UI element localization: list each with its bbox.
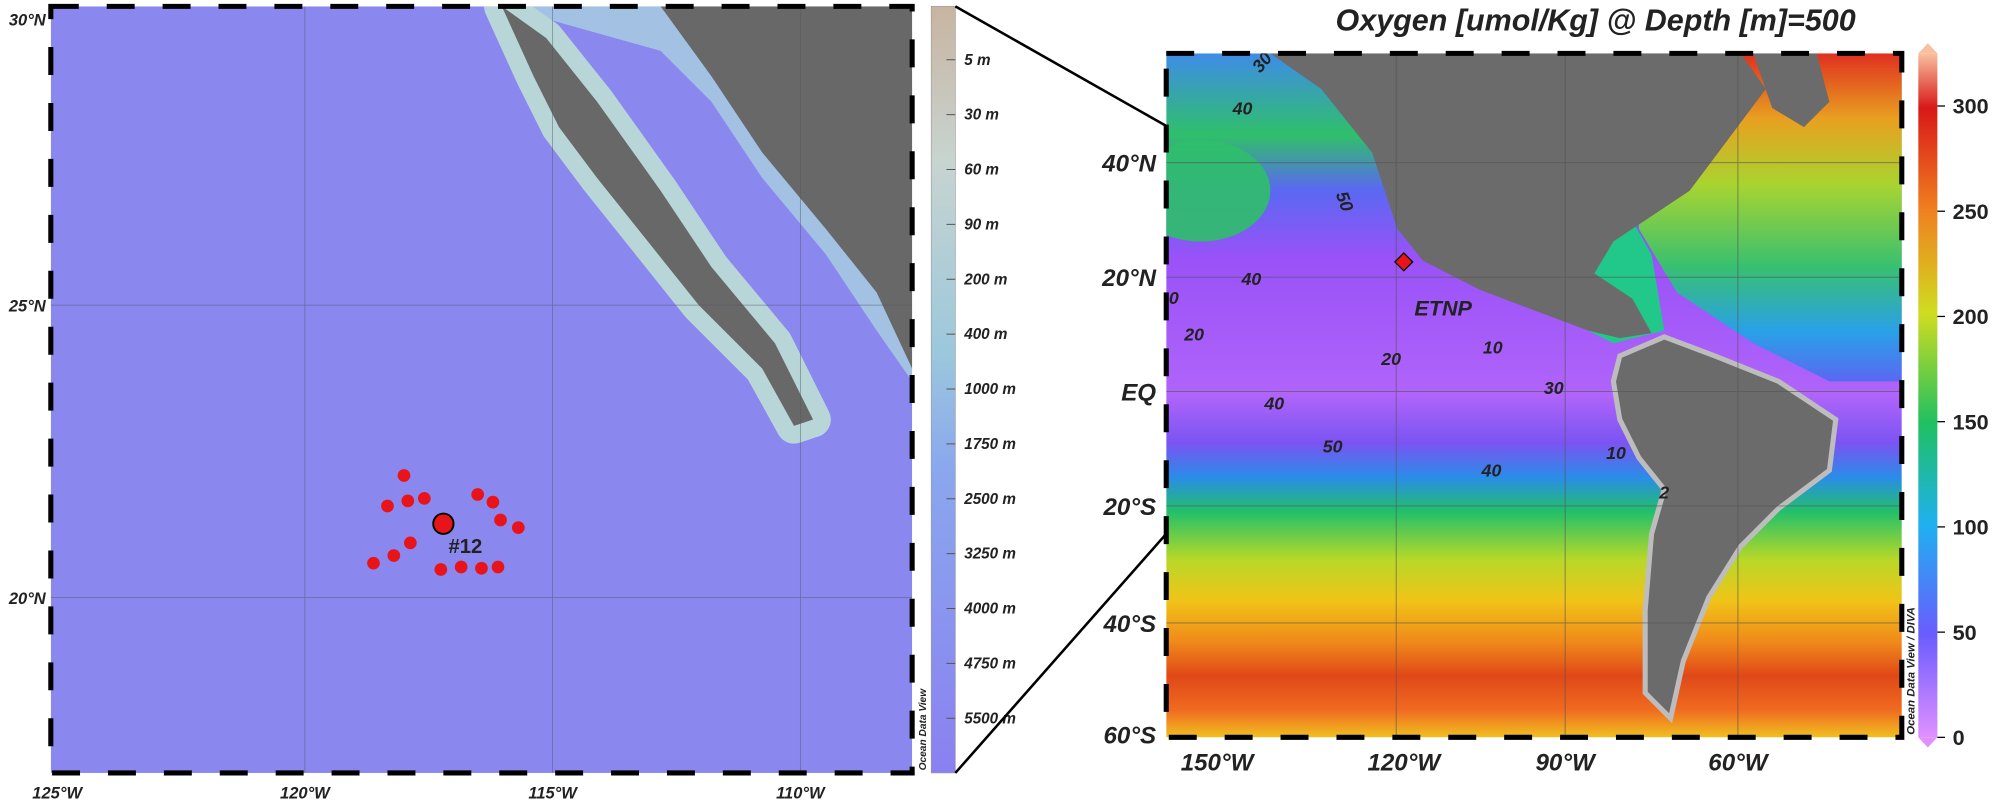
depth-label: 3250 m: [964, 546, 1016, 563]
contour-label: 0: [1169, 288, 1179, 308]
depth-labels: 5 m 30 m 60 m 90 m 200 m 400 m 1000 m 1750 m 250…: [946, 52, 1016, 727]
depth-label: 2500 m: [963, 491, 1016, 508]
baja-california: [501, 6, 814, 426]
field-patch: [1166, 139, 1271, 242]
oxygen-colorbar: [1918, 53, 1938, 738]
contour-label: 40: [1481, 461, 1502, 481]
north-america: [1270, 53, 1766, 339]
depth-label: 400 m: [963, 326, 1007, 343]
contour-label: 50: [1323, 437, 1343, 457]
depth-label: 4000 m: [963, 601, 1016, 618]
depth-label: 4750 m: [963, 655, 1016, 672]
colorbar-extend: [1918, 737, 1938, 748]
colorbar-tick-label: 50: [1953, 620, 1977, 645]
depth-label: 1750 m: [964, 436, 1016, 453]
map-frame: [1163, 50, 1905, 740]
depth-label: 5500 m: [964, 710, 1016, 727]
lat-label: 60°S: [1104, 723, 1157, 750]
depth-label: 200 m: [963, 271, 1007, 288]
lat-label: 40°S: [1103, 611, 1157, 638]
lat-label: 40°N: [1101, 151, 1156, 178]
stations: [367, 469, 525, 576]
bathymetry-map: [50, 6, 913, 773]
colorbar-tick-label: 150: [1953, 409, 1989, 434]
lat-label: 25°N: [8, 296, 47, 315]
colorbar-tick-label: 250: [1953, 199, 1989, 224]
contour-label: 40: [1263, 393, 1284, 413]
lon-label: 115°W: [528, 783, 578, 802]
contour-label: 2: [1658, 482, 1669, 502]
left-lat-labels: 30°N 25°N 20°N: [8, 10, 47, 607]
lon-label: 90°W: [1536, 749, 1597, 776]
mainland: [660, 6, 913, 369]
colorbar-tick-label: 100: [1953, 515, 1989, 540]
lat-label: EQ: [1121, 379, 1156, 406]
lat-label: 20°S: [1103, 494, 1157, 521]
lat-label: 20°N: [8, 589, 47, 608]
left-lon-labels: 125°W 120°W 115°W 110°W: [32, 783, 826, 802]
colorbar-tick-label: 200: [1953, 304, 1989, 329]
colorbar-ticks: 0 50 100 150 200 250 300: [1937, 94, 1989, 750]
depth-colorbar: [930, 6, 956, 774]
lat-label: 20°N: [1101, 265, 1156, 292]
map-title: Oxygen [umol/Kg] @ Depth [m]=500: [1336, 4, 1856, 38]
colorbar-tick-label: 0: [1953, 725, 1965, 750]
right-lon-labels: 150°W 120°W 90°W 60°W: [1181, 749, 1770, 776]
graticule: [50, 6, 913, 773]
greenland: [1753, 53, 1830, 128]
depth-label: 5 m: [964, 52, 990, 69]
station-marker: [1394, 252, 1414, 272]
credit: Ocean Data View: [918, 688, 929, 771]
depth-label: 1000 m: [964, 381, 1016, 398]
credit: Ocean Data View / DIVA: [1906, 607, 1918, 735]
lon-label: 150°W: [1181, 749, 1256, 776]
station-label: #12: [448, 536, 482, 558]
contour-label: 40: [1240, 269, 1261, 289]
lon-label: 110°W: [776, 783, 826, 802]
depth-label: 60 m: [964, 162, 999, 179]
depth-label: 90 m: [964, 216, 999, 233]
lon-label: 120°W: [280, 783, 331, 802]
contour-label: 10: [1606, 443, 1626, 463]
contour-label: 20: [1183, 325, 1204, 345]
contour-label: 20: [1380, 349, 1401, 369]
colorbar-tick-label: 300: [1953, 94, 1989, 119]
lon-label: 125°W: [32, 783, 83, 802]
map-frame: [48, 3, 915, 776]
lon-label: 120°W: [1367, 749, 1442, 776]
lat-label: 30°N: [9, 10, 47, 29]
graticule: [1166, 53, 1902, 738]
depth-label: 30 m: [964, 107, 999, 124]
contour-label: 40: [1232, 98, 1253, 118]
contour-label: 30: [1544, 378, 1564, 398]
contour-label: 10: [1483, 337, 1503, 357]
colorbar-extend: [1918, 43, 1938, 54]
right-lat-labels: 40°N 20°N EQ 20°S 40°S 60°S: [1101, 151, 1156, 750]
region-label: ETNP: [1414, 295, 1472, 320]
lon-label: 60°W: [1708, 749, 1769, 776]
